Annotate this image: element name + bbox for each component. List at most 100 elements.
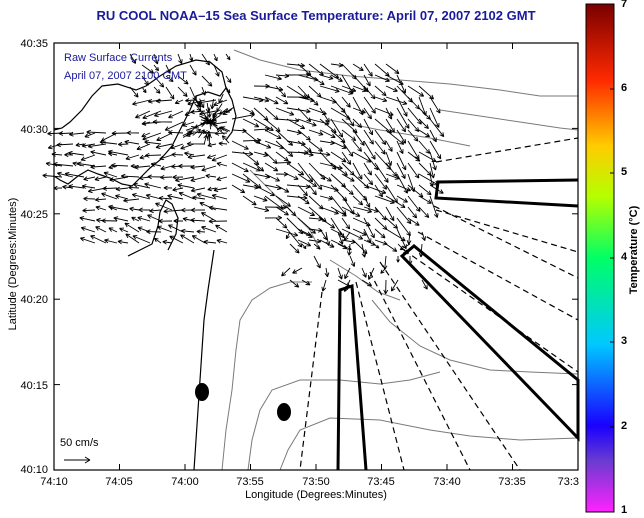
current-vector: [374, 206, 387, 221]
current-vector: [199, 98, 205, 109]
current-vector: [90, 235, 107, 244]
current-vector: [189, 64, 197, 76]
current-vector: [133, 164, 151, 170]
current-vector: [421, 279, 428, 290]
y-tick-label: 40:10: [20, 464, 48, 476]
current-vector: [253, 195, 268, 202]
current-vector: [253, 206, 270, 213]
current-vector: [319, 74, 334, 80]
current-vector: [190, 164, 206, 170]
current-vector: [347, 243, 352, 256]
x-tick-label: 74:10: [40, 476, 68, 488]
current-vector: [164, 121, 184, 131]
current-vector: [330, 62, 344, 68]
current-vector: [215, 224, 228, 233]
current-vector: [182, 121, 195, 127]
current-vector: [264, 173, 280, 182]
current-vector: [308, 140, 323, 152]
current-vector: [374, 228, 386, 239]
current-vector: [120, 173, 140, 179]
current-vector: [325, 231, 331, 246]
colorbar-label: Temperature (°C): [628, 205, 640, 295]
current-vector: [180, 143, 195, 150]
current-vector: [308, 184, 317, 196]
current-vector: [128, 185, 140, 191]
current-vector: [169, 235, 184, 244]
current-vector: [429, 184, 444, 194]
current-vector: [406, 231, 412, 245]
current-vector: [363, 96, 376, 114]
current-vector: [208, 218, 228, 224]
colorbar: [585, 3, 615, 513]
current-vector: [42, 173, 63, 179]
current-vector: [141, 75, 149, 86]
current-vector: [153, 64, 160, 72]
current-vector: [147, 174, 162, 180]
current-vector: [429, 195, 439, 218]
current-vector: [129, 206, 140, 212]
current-vector: [352, 140, 363, 152]
current-vector: [297, 63, 312, 76]
current-vector: [418, 195, 432, 204]
current-vector: [154, 110, 173, 118]
current-vector: [341, 107, 355, 127]
current-vector: [313, 255, 321, 269]
current-vector: [374, 74, 390, 83]
current-vector: [352, 228, 367, 236]
current-vector: [213, 64, 220, 77]
current-vector: [292, 267, 303, 274]
current-vector: [68, 150, 85, 156]
x-tick-label: 73:40: [433, 476, 461, 488]
current-vector: [168, 224, 184, 233]
current-vector: [275, 228, 299, 237]
current-vector: [172, 174, 184, 180]
current-vector: [216, 103, 223, 113]
current-vector: [117, 239, 129, 245]
current-vector: [117, 141, 129, 147]
current-vector: [231, 151, 254, 157]
current-vector: [344, 267, 351, 280]
current-vector: [337, 267, 343, 280]
current-vector: [289, 279, 300, 288]
current-vector: [225, 106, 235, 113]
current-vector: [308, 173, 323, 190]
current-vector: [396, 255, 400, 263]
current-vector: [319, 173, 332, 182]
current-vector: [418, 162, 432, 176]
x-tick-label: 73:3: [557, 476, 579, 488]
current-vector: [324, 267, 330, 278]
current-vector: [297, 239, 312, 247]
current-vector: [308, 96, 319, 106]
current-vector: [396, 184, 411, 192]
current-vector: [429, 173, 435, 187]
current-vector: [199, 201, 217, 211]
current-vector: [374, 184, 383, 198]
current-vector: [363, 85, 376, 100]
current-vector: [142, 110, 162, 120]
current-vector: [57, 171, 74, 178]
current-vector: [182, 130, 193, 137]
current-vector: [253, 107, 269, 121]
current-vector: [177, 86, 188, 98]
colorbar-tick-label: 7: [621, 0, 628, 10]
inset-label-currents: Raw Surface Currents: [64, 52, 173, 64]
current-vector: [115, 186, 129, 192]
current-vector: [385, 151, 392, 166]
current-vector: [363, 173, 374, 186]
current-vector: [205, 173, 217, 179]
current-vector: [363, 129, 374, 145]
current-vector: [207, 186, 217, 192]
current-vector: [330, 206, 347, 217]
current-vector: [275, 151, 289, 162]
current-vector: [170, 143, 184, 150]
current-vector: [319, 129, 336, 138]
current-vector: [301, 231, 313, 238]
current-vector: [363, 184, 387, 195]
current-vector: [203, 134, 208, 145]
current-vector: [113, 216, 129, 222]
current-vector: [418, 173, 439, 186]
current-vector: [385, 63, 400, 75]
current-vector: [363, 118, 374, 136]
current-vector: [418, 206, 430, 218]
current-vector: [111, 162, 129, 168]
